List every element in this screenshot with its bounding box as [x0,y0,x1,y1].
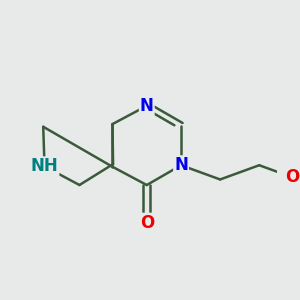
Text: N: N [174,156,188,174]
Text: N: N [140,97,154,115]
Text: NH: NH [31,157,58,175]
Text: O: O [285,168,300,186]
Text: O: O [140,214,154,232]
